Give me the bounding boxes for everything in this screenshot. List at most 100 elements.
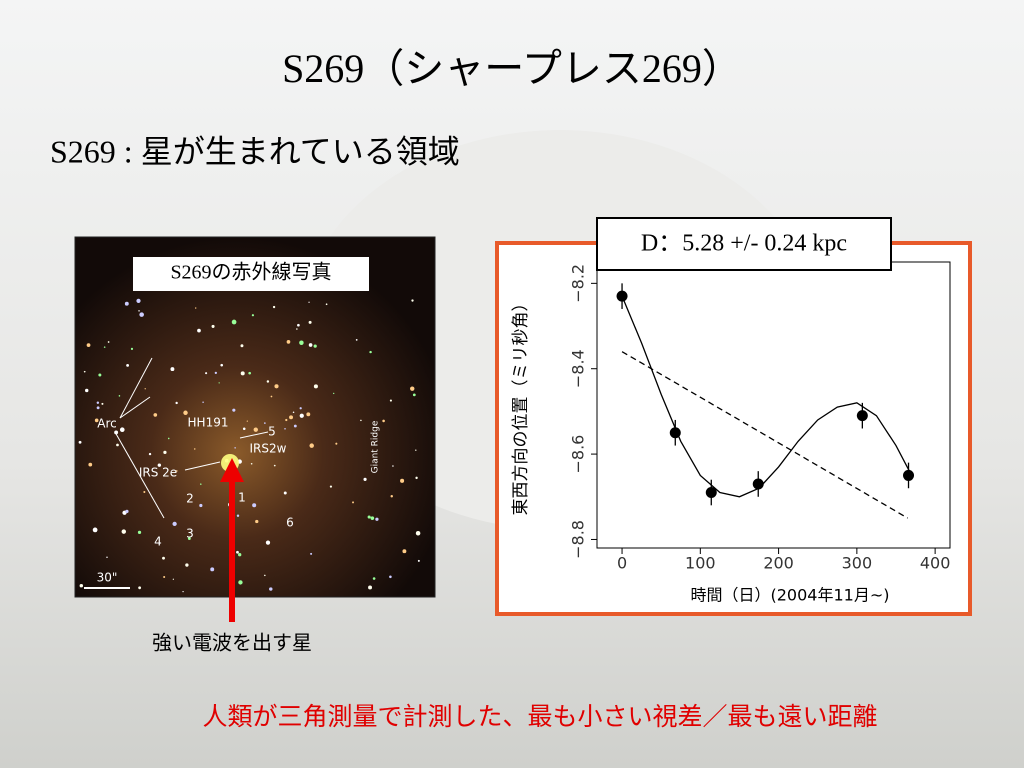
star [390, 494, 393, 498]
star [96, 406, 100, 410]
star [116, 443, 119, 447]
star [144, 388, 146, 390]
chart-title: D：5.28 +/- 0.24 kpc [641, 231, 847, 257]
slide-subtitle: S269 : 星が生まれている領域 [50, 133, 460, 169]
star [138, 310, 140, 312]
star [157, 463, 162, 467]
star [252, 503, 257, 508]
image-label: 5 [268, 425, 276, 439]
image-label: HH191 [188, 416, 229, 430]
image-label: IRS 2e [139, 466, 177, 480]
star [392, 465, 394, 467]
star [214, 371, 218, 375]
star [92, 527, 98, 533]
star [114, 430, 119, 435]
star [118, 395, 121, 397]
star [210, 567, 215, 572]
star [220, 363, 224, 367]
caption-box [133, 257, 369, 291]
star [313, 384, 318, 389]
star [299, 407, 302, 410]
star [269, 587, 273, 591]
star [273, 464, 276, 467]
data-point [903, 469, 915, 481]
data-point [752, 478, 764, 490]
star [382, 419, 385, 423]
x-tick-label: 400 [920, 554, 951, 573]
y-tick-label: −8.8 [569, 520, 588, 559]
star [297, 323, 300, 327]
star [148, 452, 152, 456]
star [163, 575, 166, 579]
star [238, 553, 242, 557]
star [170, 367, 175, 372]
x-tick-label: 100 [685, 554, 716, 573]
star [310, 552, 313, 555]
star [372, 577, 376, 580]
star [96, 401, 100, 404]
star [299, 340, 304, 345]
star [194, 307, 197, 309]
star [292, 411, 295, 413]
star [218, 382, 220, 384]
star [274, 384, 279, 389]
star [284, 428, 286, 430]
star [79, 583, 84, 588]
star [251, 314, 255, 317]
star [167, 437, 170, 440]
star [88, 462, 93, 467]
image-label: 30" [97, 571, 118, 585]
image-label: Arc [97, 417, 116, 431]
star [370, 516, 375, 521]
star [270, 395, 273, 398]
star [83, 370, 86, 373]
star [85, 388, 89, 393]
star [197, 328, 201, 333]
star [415, 449, 417, 451]
star [412, 393, 416, 397]
x-tick-label: 0 [617, 554, 627, 573]
star [253, 427, 258, 432]
star [231, 319, 237, 325]
star [415, 476, 418, 480]
star [299, 413, 304, 418]
star [199, 503, 203, 508]
star [202, 401, 204, 403]
image-label: 1 [238, 491, 246, 505]
star [363, 477, 367, 481]
label-pointer [119, 396, 151, 419]
star [163, 450, 167, 455]
star [153, 413, 158, 417]
x-tick-label: 300 [842, 554, 873, 573]
star [329, 485, 333, 488]
star [136, 298, 141, 303]
star [411, 299, 414, 302]
chart-title-box [596, 217, 892, 271]
star [417, 559, 420, 562]
star [400, 478, 405, 483]
star [368, 585, 373, 590]
star [103, 346, 106, 348]
star [285, 418, 288, 422]
slide-title: S269（シャープレス269） [282, 46, 742, 91]
star [265, 540, 271, 545]
trend-line [621, 351, 909, 519]
x-axis-label: 時間（日）(2004年11月~) [691, 586, 890, 605]
star [313, 344, 317, 348]
star [194, 448, 196, 450]
star [286, 340, 291, 344]
star [234, 447, 236, 449]
star [138, 586, 142, 590]
star [172, 578, 174, 580]
image-label: Giant Ridge [371, 420, 381, 473]
star [355, 339, 358, 341]
star [240, 371, 245, 376]
label-pointer [239, 431, 269, 439]
star [185, 563, 189, 567]
star [121, 529, 126, 534]
star [255, 519, 259, 524]
label-pointer [119, 357, 153, 419]
data-point [616, 290, 628, 302]
